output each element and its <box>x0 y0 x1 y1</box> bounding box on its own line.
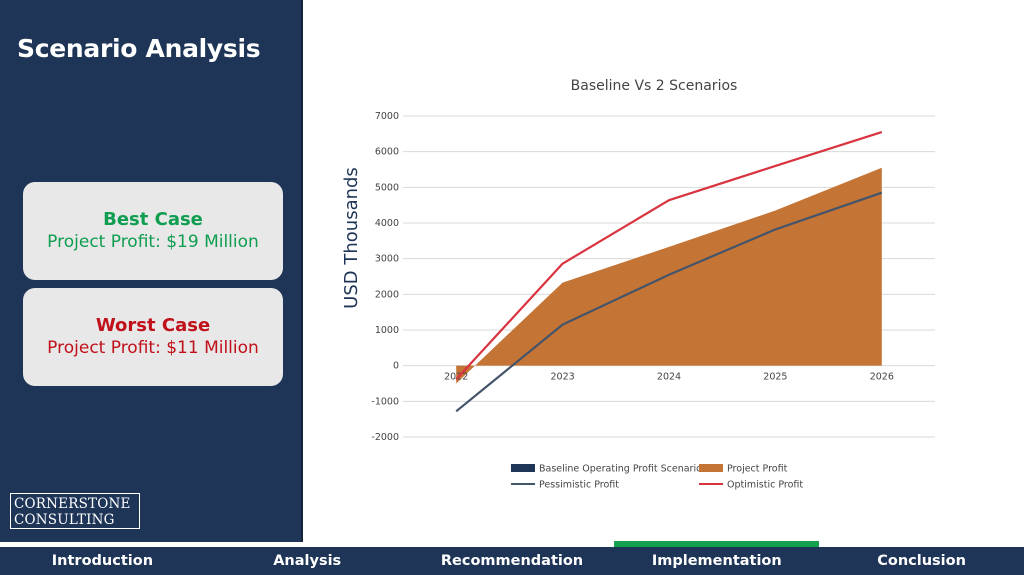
y-tick-label: 1000 <box>375 325 399 336</box>
y-axis-label: USD Thousands <box>341 167 362 309</box>
nav-analysis[interactable]: Analysis <box>273 553 342 569</box>
worst-case-value: Project Profit: $11 Million <box>47 338 259 358</box>
y-tick-label: 7000 <box>375 111 399 122</box>
y-tick-label: -1000 <box>371 396 399 407</box>
y-tick-label: 2000 <box>375 289 399 300</box>
y-tick-label: 5000 <box>375 182 399 193</box>
x-tick-label: 2023 <box>551 372 575 383</box>
logo-line-2: CONSULTING <box>14 512 115 528</box>
nav-introduction[interactable]: Introduction <box>51 553 154 569</box>
legend-label-project-profit: Project Profit <box>727 464 788 475</box>
optimistic-profit-line <box>455 131 883 380</box>
x-tick-label: 2025 <box>763 372 787 383</box>
nav-recommendation[interactable]: Recommendation <box>440 553 584 569</box>
line-layer <box>455 131 883 413</box>
y-tick-label: 3000 <box>375 254 399 265</box>
company-logo: CORNERSTONE CONSULTING <box>10 493 140 529</box>
x-tick-label: 2024 <box>657 372 681 383</box>
y-tick-label: -2000 <box>371 432 399 443</box>
legend-label-pessimistic-profit: Pessimistic Profit <box>539 480 619 491</box>
y-tick-label: 0 <box>393 361 399 372</box>
legend-label-baseline-operating-profit-scenario: Baseline Operating Profit Scenario <box>539 464 702 475</box>
legend-swatch-project-profit <box>699 464 723 472</box>
pessimistic-profit-line <box>455 191 883 413</box>
best-case-heading: Best Case <box>103 209 203 230</box>
left-panel: Scenario Analysis Best Case Project Prof… <box>0 0 303 542</box>
chart-legend: Baseline Operating Profit Scenario Projec… <box>511 464 803 491</box>
x-tick-label: 2022 <box>444 372 468 383</box>
legend-label-optimistic-profit: Optimistic Profit <box>727 480 803 491</box>
slide-title: Scenario Analysis <box>17 34 261 63</box>
logo-line-1: CORNERSTONE <box>14 496 131 512</box>
y-tick-label: 4000 <box>375 218 399 229</box>
best-case-value: Project Profit: $19 Million <box>47 232 259 252</box>
scenario-chart: Baseline Vs 2 Scenarios USD Thousands 70… <box>341 78 935 491</box>
x-tick-labels: 2022 2023 2024 2025 2026 <box>444 372 894 383</box>
chart-title: Baseline Vs 2 Scenarios <box>571 78 738 94</box>
bottom-navigation: Introduction Analysis Recommendation Imp… <box>0 541 1024 575</box>
worst-case-heading: Worst Case <box>95 315 211 336</box>
y-tick-label: 6000 <box>375 147 399 158</box>
nav-conclusion[interactable]: Conclusion <box>877 553 966 569</box>
worst-case-card: Worst Case Project Profit: $11 Million <box>23 288 283 386</box>
legend-swatch-baseline-operating-profit-scenario <box>511 464 535 472</box>
y-tick-labels: 7000 6000 5000 4000 3000 2000 1000 0 -1000 -2000 <box>371 111 399 443</box>
best-case-card: Best Case Project Profit: $19 Million <box>23 182 283 280</box>
x-tick-label: 2026 <box>870 372 894 383</box>
nav-implementation[interactable]: Implementation <box>614 541 819 575</box>
